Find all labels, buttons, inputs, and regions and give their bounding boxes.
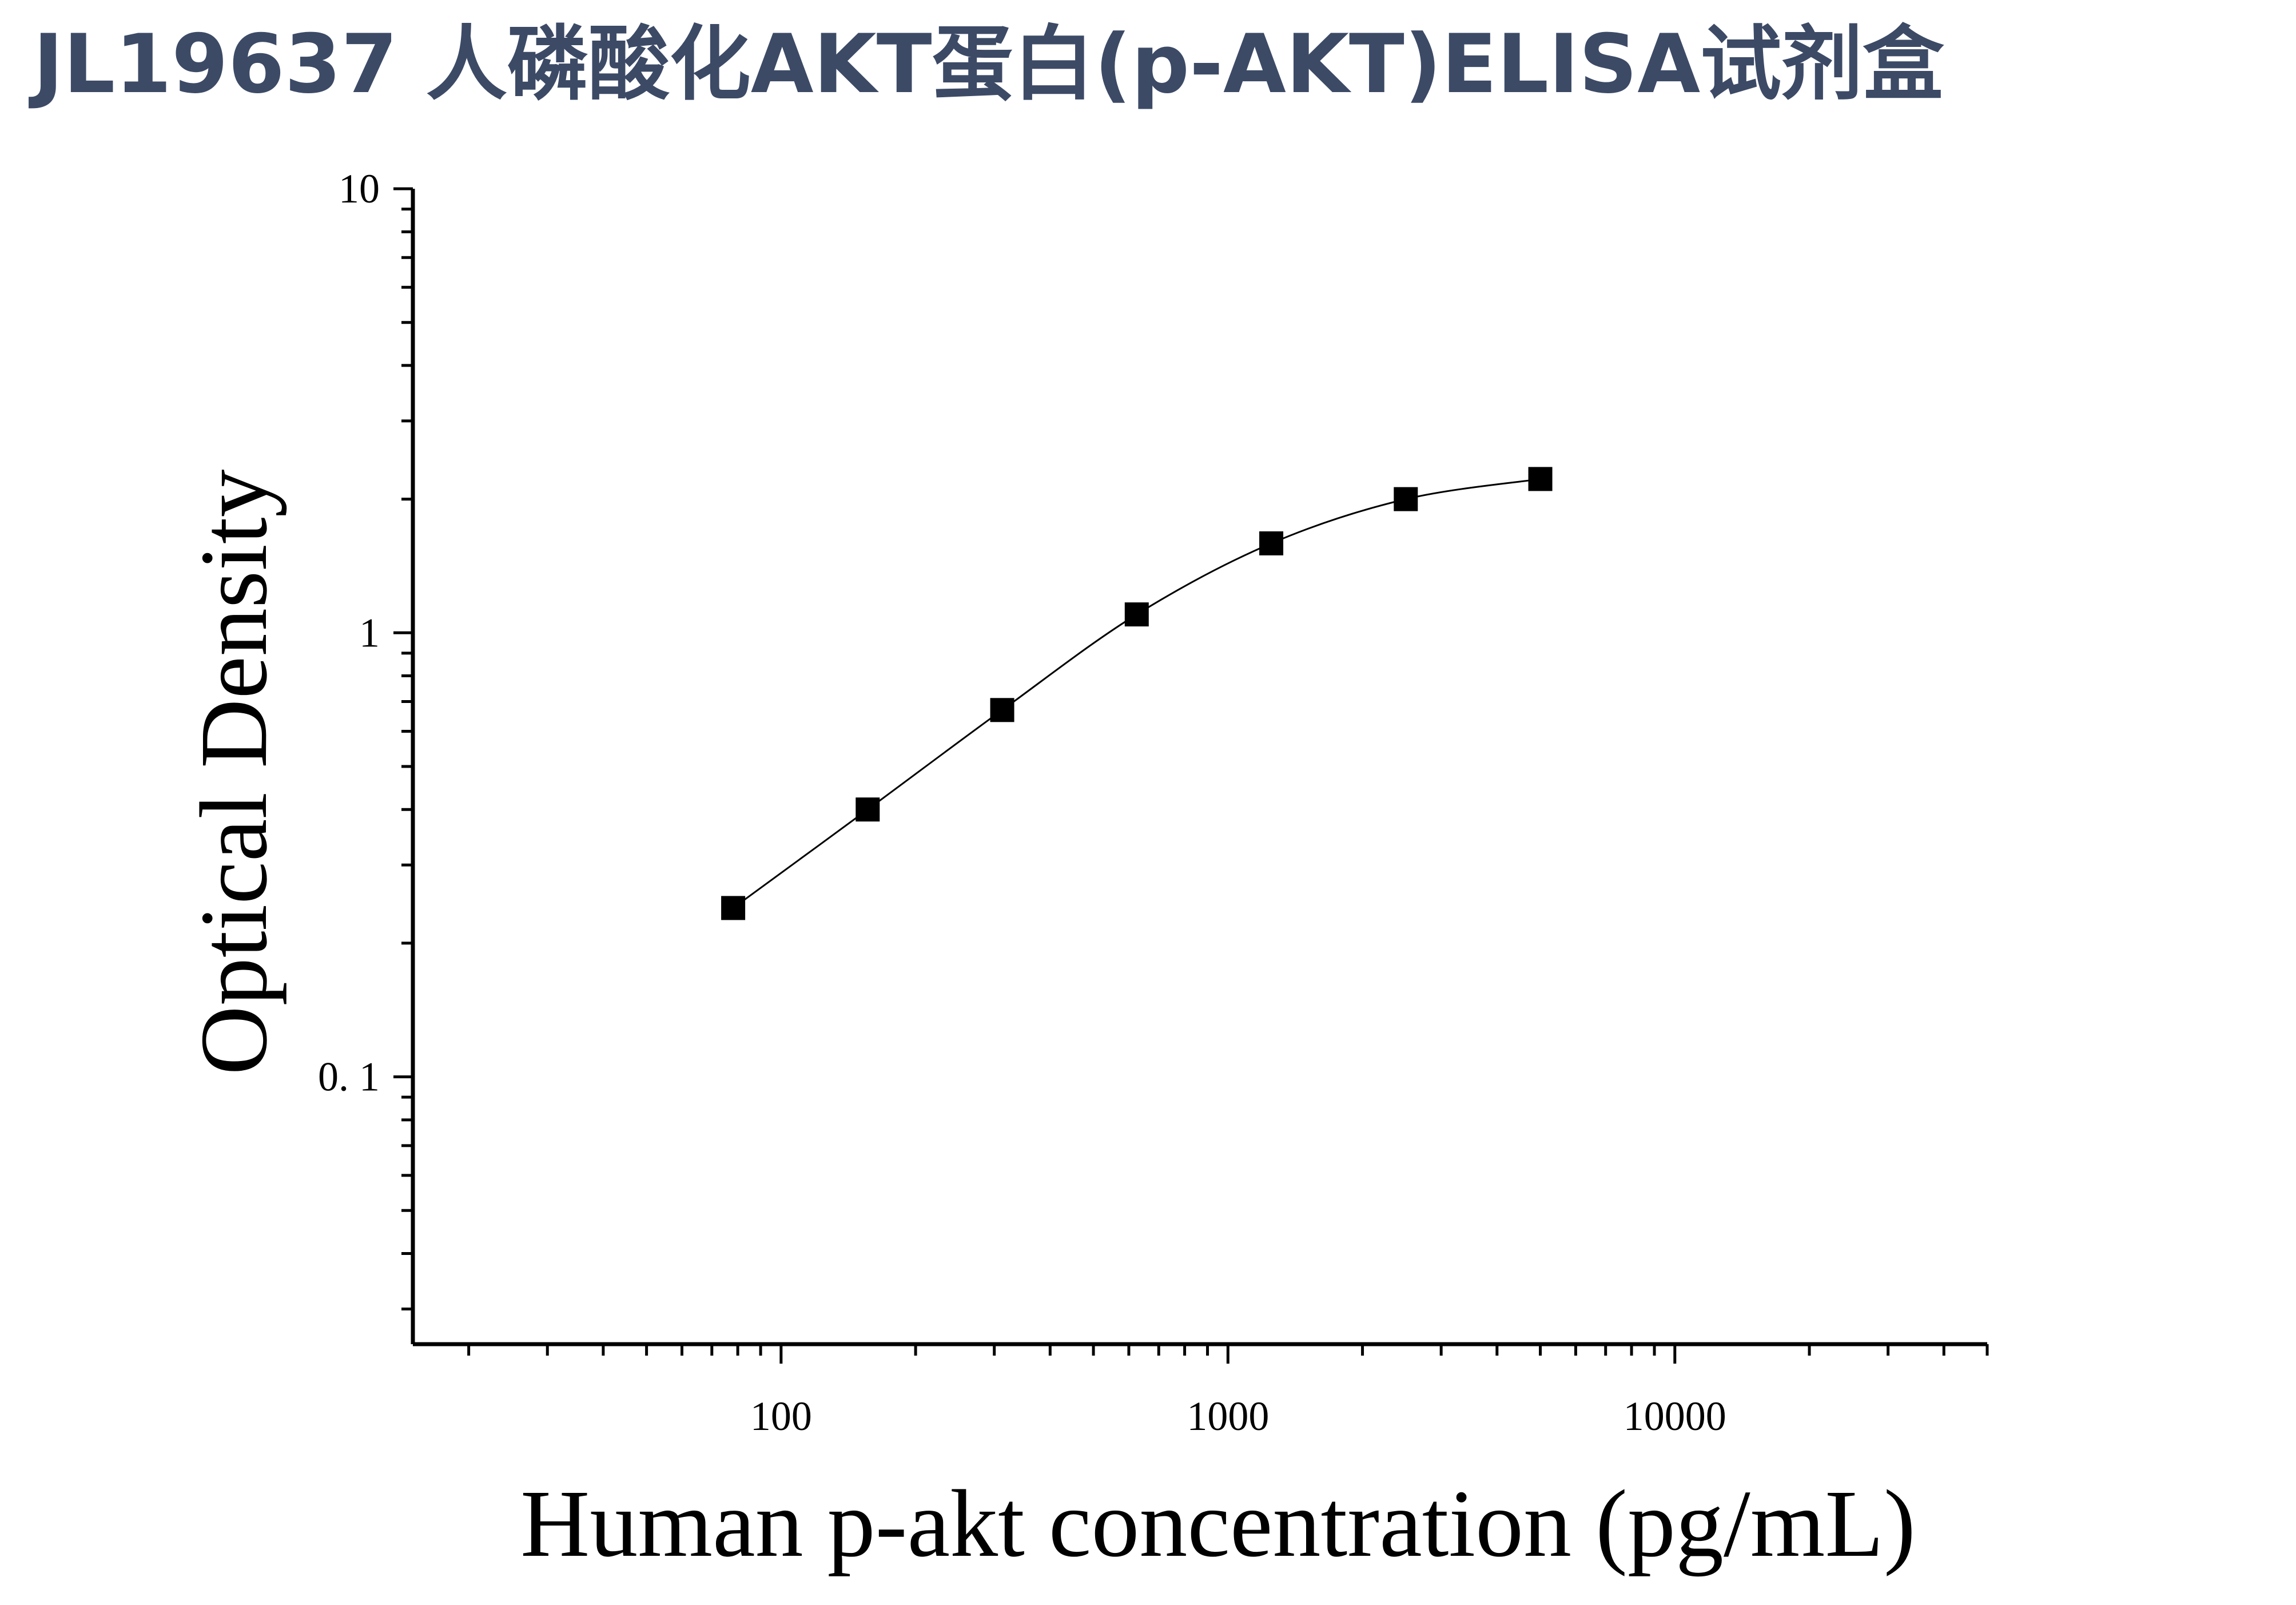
data-point: [721, 896, 746, 920]
y-tick-label: 1: [359, 610, 380, 655]
data-point: [1528, 467, 1553, 491]
y-tick-label: 10: [339, 166, 380, 212]
page-title: JL19637 人磷酸化AKT蛋白(p-AKT)ELISA试剂盒: [33, 17, 1944, 112]
x-tick-label: 1000: [1187, 1393, 1269, 1439]
y-axis-title: Optical Density: [181, 469, 287, 1075]
fit-curve: [733, 478, 1541, 909]
data-point: [990, 698, 1014, 722]
y-tick-label: 0. 1: [318, 1054, 380, 1100]
data-point: [1394, 487, 1418, 511]
fit-curve-layer: [733, 478, 1541, 909]
x-axis-title: Human p-akt concentration (pg/mL): [520, 1471, 1916, 1577]
chart-ticks: 0. 1 1 10 100 1000 10000: [318, 166, 1989, 1439]
data-point: [1259, 531, 1284, 555]
chart-axes: [411, 189, 1987, 1346]
x-tick-label: 10000: [1623, 1393, 1726, 1439]
x-tick-label: 100: [750, 1393, 812, 1439]
data-point: [855, 797, 880, 822]
data-point: [1124, 602, 1149, 627]
data-points-layer: [721, 467, 1553, 920]
